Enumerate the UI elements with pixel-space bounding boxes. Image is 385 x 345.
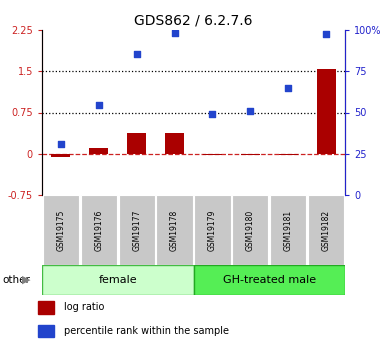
FancyBboxPatch shape <box>194 265 345 295</box>
Text: GSM19182: GSM19182 <box>321 209 331 250</box>
FancyBboxPatch shape <box>270 195 306 265</box>
Text: GSM19180: GSM19180 <box>246 209 255 250</box>
Text: GSM19175: GSM19175 <box>57 209 65 251</box>
Point <box>58 141 64 147</box>
Point <box>247 108 253 114</box>
Text: ▶: ▶ <box>22 275 30 285</box>
FancyBboxPatch shape <box>119 195 155 265</box>
FancyBboxPatch shape <box>308 195 344 265</box>
Text: GSM19177: GSM19177 <box>132 209 141 251</box>
Text: percentile rank within the sample: percentile rank within the sample <box>64 326 229 336</box>
Bar <box>241 154 260 155</box>
Bar <box>127 133 146 154</box>
Point <box>285 85 291 90</box>
FancyBboxPatch shape <box>194 195 231 265</box>
Text: GSM19178: GSM19178 <box>170 209 179 250</box>
Bar <box>89 148 108 154</box>
FancyBboxPatch shape <box>42 265 194 295</box>
Text: GH-treated male: GH-treated male <box>223 275 316 285</box>
Bar <box>316 69 336 154</box>
Text: other: other <box>2 275 30 285</box>
Point <box>209 111 216 117</box>
Point <box>134 51 140 57</box>
Text: female: female <box>99 275 137 285</box>
Text: GSM19176: GSM19176 <box>94 209 103 251</box>
Text: log ratio: log ratio <box>64 303 104 313</box>
Point <box>96 102 102 108</box>
Bar <box>165 133 184 154</box>
Bar <box>279 154 298 155</box>
Bar <box>38 301 54 314</box>
Point <box>323 31 329 37</box>
Text: GSM19179: GSM19179 <box>208 209 217 251</box>
FancyBboxPatch shape <box>232 195 268 265</box>
Title: GDS862 / 6.2.7.6: GDS862 / 6.2.7.6 <box>134 13 253 28</box>
Text: GSM19181: GSM19181 <box>284 209 293 250</box>
FancyBboxPatch shape <box>156 195 193 265</box>
Bar <box>38 325 54 337</box>
FancyBboxPatch shape <box>43 195 79 265</box>
Bar <box>52 154 70 157</box>
FancyBboxPatch shape <box>80 195 117 265</box>
Point <box>171 30 177 36</box>
Bar <box>203 154 222 155</box>
